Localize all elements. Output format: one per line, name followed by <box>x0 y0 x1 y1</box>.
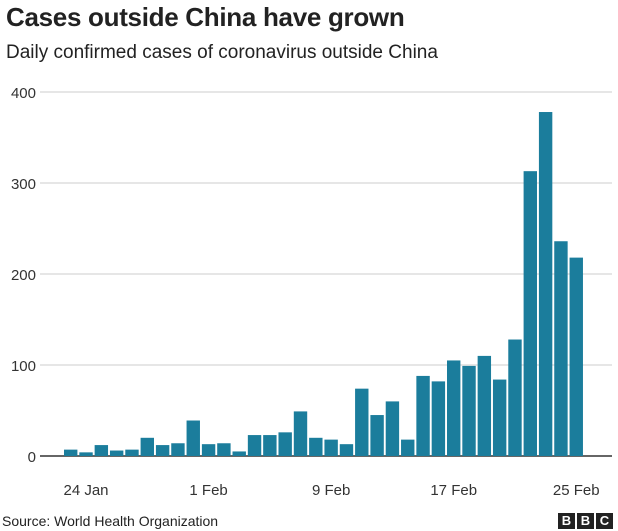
bar <box>569 257 583 456</box>
bar <box>477 355 492 456</box>
bar <box>523 171 537 457</box>
bar <box>217 443 231 456</box>
bar <box>538 112 553 457</box>
y-tick-label: 200 <box>11 267 36 284</box>
logo-letter-c: C <box>596 513 613 529</box>
bar <box>140 437 154 456</box>
bar <box>370 415 384 456</box>
bar <box>554 241 568 456</box>
x-tick-label: 24 Jan <box>63 482 108 499</box>
bar <box>278 432 292 456</box>
bar <box>431 381 446 456</box>
bar <box>508 339 522 456</box>
bar <box>462 365 476 456</box>
y-tick-label: 100 <box>11 358 36 375</box>
bar <box>293 411 308 456</box>
bar <box>186 420 200 456</box>
bar <box>416 375 430 456</box>
logo-letter-b2: B <box>577 513 594 529</box>
bar <box>155 445 170 456</box>
bar <box>401 439 415 456</box>
bar <box>263 435 277 456</box>
x-tick-label: 9 Feb <box>312 482 350 499</box>
x-tick-label: 17 Feb <box>430 482 477 499</box>
source-note: Source: World Health Organization <box>2 513 219 529</box>
bar <box>309 437 323 456</box>
x-tick-label: 25 Feb <box>553 482 600 499</box>
bar <box>355 388 369 456</box>
bar <box>109 450 124 456</box>
y-tick-label: 400 <box>11 85 36 102</box>
bar <box>94 445 109 456</box>
bar <box>385 401 400 456</box>
bar <box>201 444 216 456</box>
logo-letter-b1: B <box>558 513 575 529</box>
y-tick-label: 300 <box>11 176 36 193</box>
bar <box>492 379 507 456</box>
x-tick-label: 1 Feb <box>189 482 227 499</box>
y-tick-label: 0 <box>28 449 36 466</box>
bar <box>232 451 246 456</box>
bar <box>247 435 262 456</box>
bbc-logo: B B C <box>558 513 613 529</box>
chart-title: Cases outside China have grown <box>6 2 405 32</box>
bar <box>339 444 354 456</box>
bar <box>171 443 185 456</box>
chart-subtitle: Daily confirmed cases of coronavirus out… <box>6 42 438 63</box>
bar <box>125 449 139 456</box>
bar <box>324 439 338 456</box>
bar <box>447 360 461 456</box>
bar <box>79 452 93 456</box>
bar <box>64 449 78 456</box>
